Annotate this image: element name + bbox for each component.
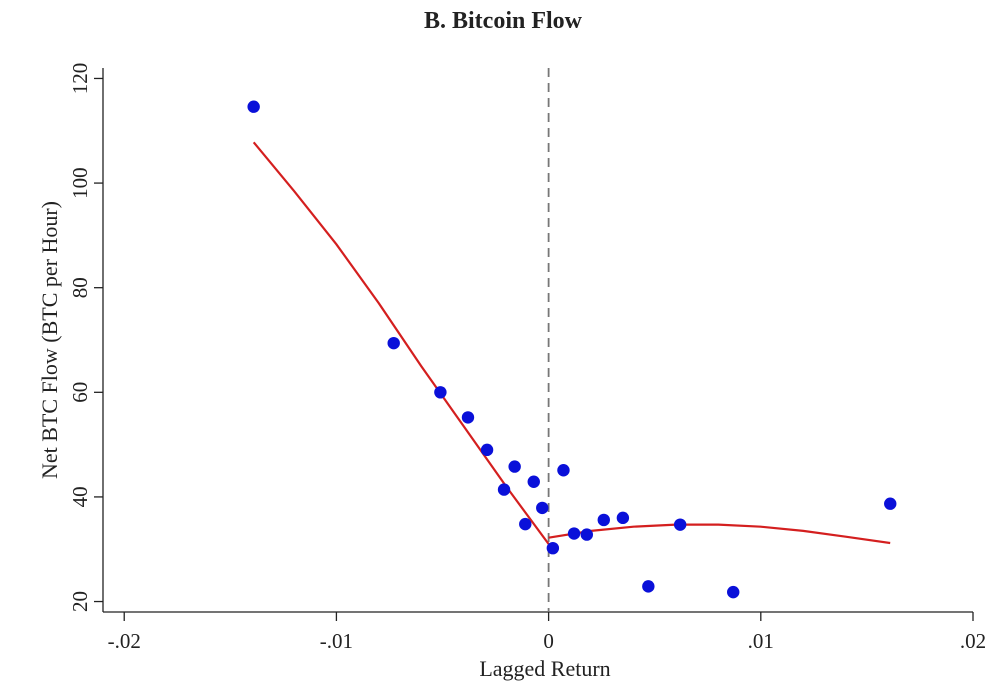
data-point	[546, 541, 560, 555]
data-point	[673, 518, 687, 531]
data-point	[580, 528, 594, 541]
data-point	[480, 443, 494, 457]
x-tick-label: 0	[543, 629, 554, 653]
data-point	[387, 336, 400, 350]
data-point	[884, 497, 897, 510]
fit-line-left	[252, 141, 550, 545]
data-point	[597, 513, 610, 527]
x-tick-label: -.02	[108, 629, 141, 653]
x-tick-label: .02	[960, 629, 986, 653]
y-tick-label: 60	[68, 382, 92, 403]
y-tick-label: 80	[68, 277, 92, 298]
data-point	[247, 100, 260, 113]
fit-line-right	[548, 523, 891, 545]
data-point	[616, 511, 630, 525]
data-point	[727, 585, 740, 599]
y-tick-label: 40	[68, 486, 92, 507]
data-point	[508, 460, 521, 473]
x-tick-label: .01	[748, 629, 774, 653]
y-tick-label: 100	[68, 167, 92, 199]
y-tick-label: 120	[68, 63, 92, 95]
data-point	[527, 475, 540, 488]
x-tick-label: -.01	[320, 629, 353, 653]
plot-area: -.02 -.01 0 .01 .02 20 40 60 80 100 120	[68, 63, 986, 653]
data-point	[434, 386, 447, 399]
data-point	[567, 527, 581, 540]
x-axis-title: Lagged Return	[479, 656, 610, 681]
data-point	[461, 411, 475, 424]
y-axis-title: Net BTC Flow (BTC per Hour)	[37, 201, 62, 479]
data-point	[642, 580, 655, 593]
data-point	[536, 501, 549, 515]
data-point	[557, 464, 570, 477]
data-point	[497, 483, 511, 496]
chart-title: B. Bitcoin Flow	[424, 8, 583, 34]
y-tick-label: 20	[68, 591, 92, 612]
data-point	[519, 517, 532, 531]
